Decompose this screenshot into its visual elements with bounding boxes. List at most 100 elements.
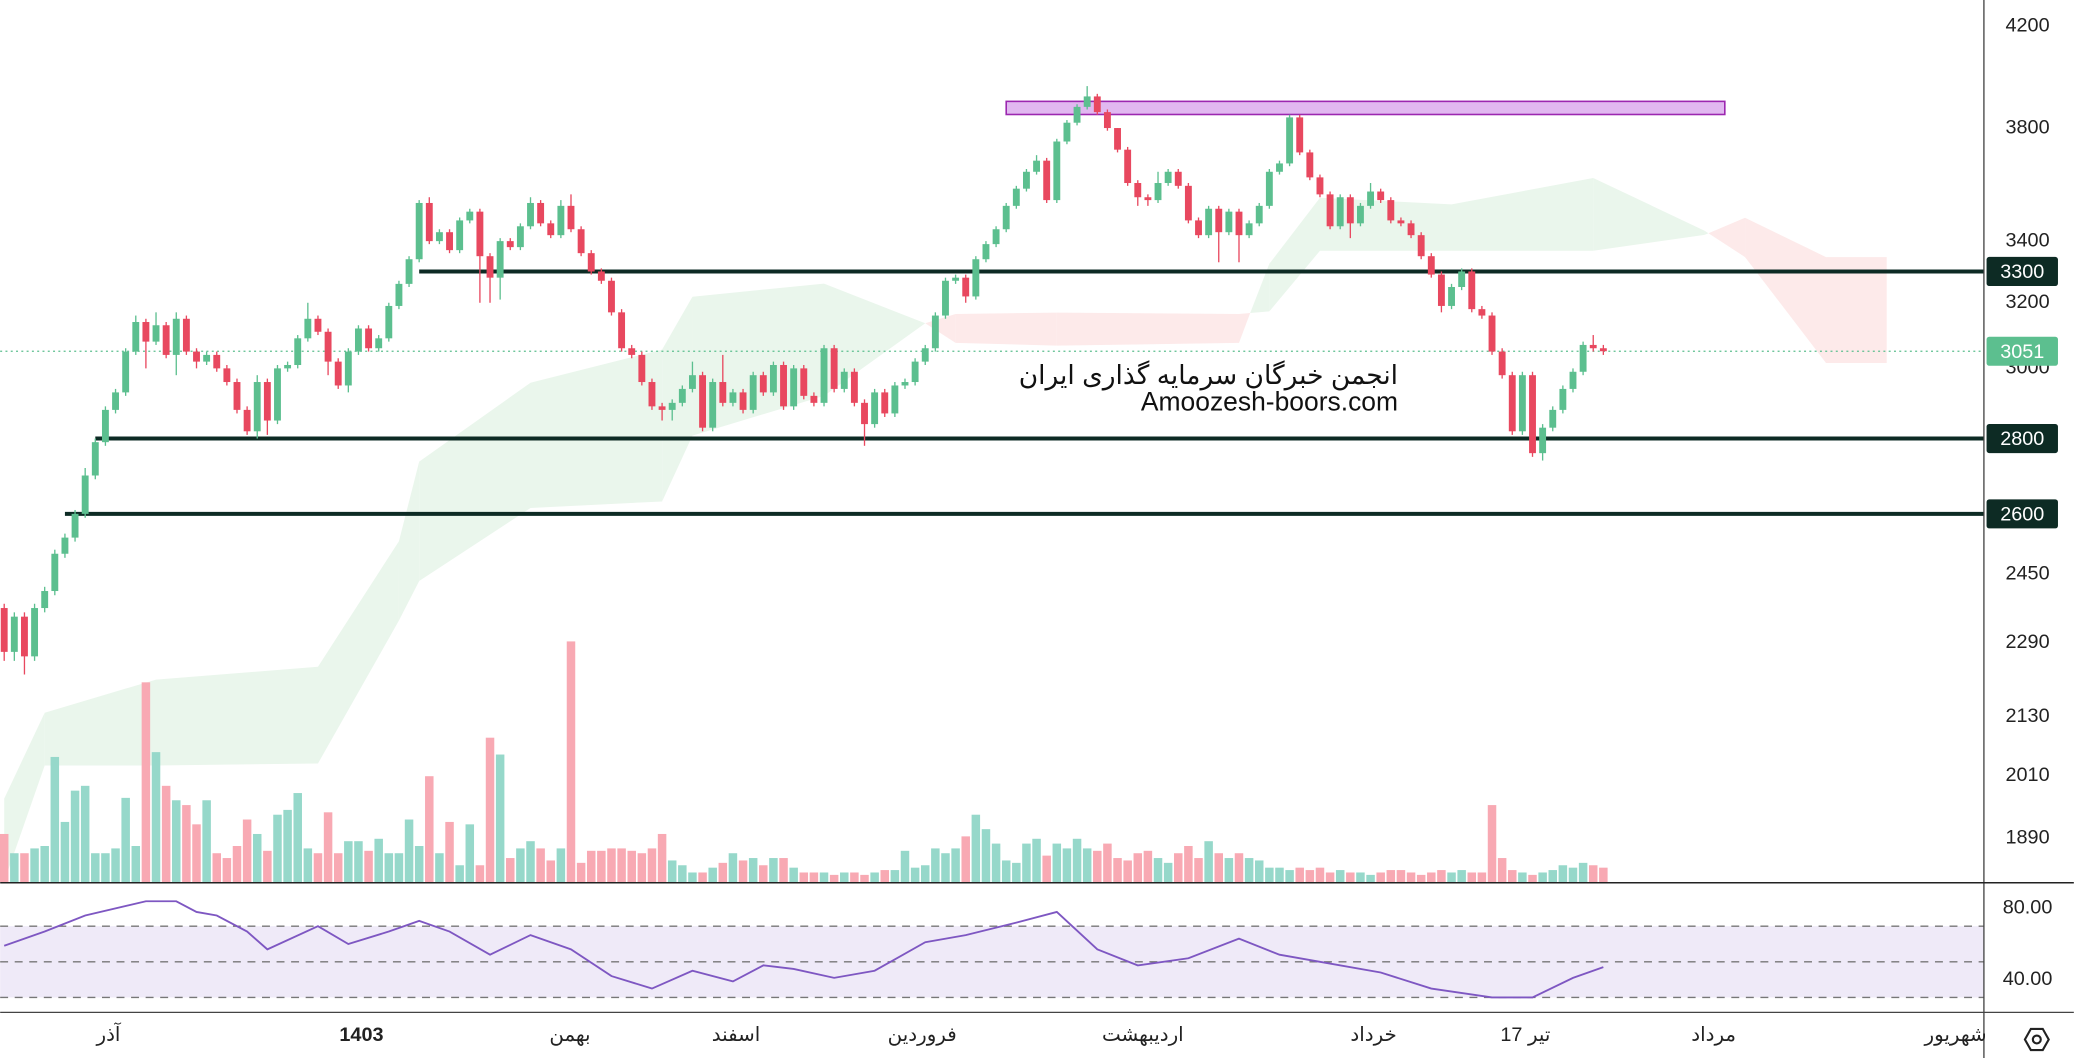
volume-bar (313, 853, 323, 883)
candle-body (1559, 388, 1567, 410)
cloud-segment (1708, 217, 1746, 258)
candle-body (112, 392, 119, 410)
x-tick-label: اسفند (712, 1024, 761, 1046)
candle-body (1235, 211, 1243, 236)
volume-bar (698, 872, 707, 883)
cloud-segment (1238, 312, 1251, 343)
cloud-segment (530, 349, 663, 509)
volume-bar (435, 853, 444, 883)
candle-body (648, 382, 656, 407)
volume-bar (1588, 865, 1598, 883)
cloud-segment (317, 541, 399, 764)
candle-body (142, 322, 150, 342)
volume-bar (20, 853, 29, 883)
volume-bar (1447, 872, 1456, 883)
volume-bar (850, 872, 859, 883)
candle-body (51, 553, 59, 592)
candle-body (41, 591, 49, 609)
candle-body (1417, 235, 1425, 257)
volume-bar (30, 848, 39, 883)
volume-bar (202, 800, 211, 883)
cloud-segment (1826, 257, 1887, 363)
candle-body (618, 312, 626, 349)
volume-bar (384, 853, 394, 883)
candle-body (466, 211, 474, 221)
settings-hexagon[interactable] (2023, 1027, 2050, 1052)
candle-body (1215, 208, 1223, 233)
volume-bar (364, 850, 373, 883)
settings-dot[interactable] (2031, 1034, 2042, 1045)
watermark-url: Amoozesh-boors.com (1141, 386, 1398, 416)
volume-bar (870, 872, 879, 883)
candle-body (203, 354, 211, 362)
candle-body (911, 361, 919, 383)
candles-layer (0, 86, 1607, 675)
candle-body (1437, 274, 1445, 306)
candle-body (405, 259, 413, 284)
candle-body (759, 375, 767, 393)
y-tick-label: 2290 (2005, 631, 2049, 653)
volume-bar (1548, 870, 1557, 883)
candle-body (952, 277, 960, 281)
candle-body (182, 318, 190, 352)
candle-body (1488, 315, 1496, 352)
candle-body (446, 232, 453, 251)
x-tick-label: مرداد (1691, 1024, 1736, 1046)
volume-bar (1386, 870, 1396, 883)
cloud-segment (1250, 263, 1270, 313)
volume-bar (263, 850, 272, 883)
volume-bar (495, 754, 505, 883)
candle-body (516, 226, 524, 248)
level-box (1986, 423, 2058, 454)
candle-body (415, 202, 423, 260)
candle-body (456, 220, 464, 251)
volume-bar (516, 848, 525, 883)
candle-body (1296, 117, 1304, 153)
cloud-segment (44, 679, 157, 766)
x-tick-label: آذر (95, 1022, 121, 1046)
volume-bar (1518, 872, 1527, 883)
volume-bar (1113, 858, 1122, 883)
level-box (1986, 256, 2058, 287)
volume-bar (769, 858, 778, 883)
volume-bar (1012, 862, 1021, 883)
candle-body (1387, 200, 1395, 221)
candle-body (223, 368, 231, 383)
candle-body (749, 375, 757, 410)
volume-bar (718, 862, 728, 883)
volume-bar (1224, 858, 1234, 883)
volume-bar (941, 853, 950, 883)
volume-bar (536, 848, 545, 883)
candle-body (324, 331, 332, 362)
volume-bar (1538, 872, 1547, 883)
volume-bar (283, 809, 292, 883)
candle-body (658, 406, 666, 410)
volume-bar (141, 682, 151, 883)
volume-bar (273, 814, 282, 883)
candle-body (1103, 112, 1111, 129)
candle-body (972, 259, 980, 297)
candle-body (729, 392, 737, 403)
candle-body (537, 202, 545, 224)
candle-body (1093, 96, 1101, 113)
volume-bar (1194, 858, 1203, 883)
candle-body (689, 375, 696, 389)
volume-bar (1143, 850, 1153, 883)
volume-bar (1477, 872, 1487, 883)
volume-bar (303, 848, 313, 883)
settings-icon[interactable] (2023, 1027, 2050, 1052)
candle-body (71, 513, 79, 538)
volume-bar (981, 829, 991, 883)
volume-bar (242, 819, 252, 883)
volume-bar (556, 848, 566, 883)
candle-body (1346, 197, 1354, 224)
candle-body (1245, 223, 1253, 236)
volume-bar (1184, 846, 1193, 883)
volume-bar (333, 853, 343, 883)
candle-body (91, 442, 99, 476)
volume-bar (1123, 860, 1132, 883)
candle-body (1468, 271, 1476, 310)
volume-bar (1254, 860, 1264, 883)
candle-body (597, 271, 605, 281)
y-tick-label: 3800 (2005, 116, 2049, 138)
